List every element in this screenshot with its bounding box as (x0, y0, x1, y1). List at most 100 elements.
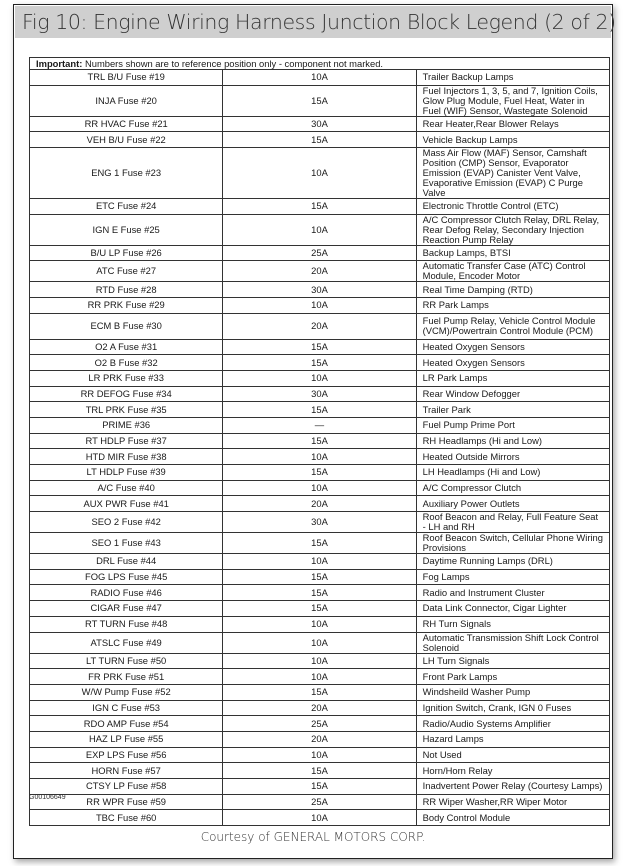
fuse-rating: 20A (222, 312, 417, 340)
fuse-name: EXP LPS Fuse #56 (28, 746, 224, 764)
table-row: ENG 1 Fuse #23 10A Mass Air Flow (MAF) Sen… (28, 147, 611, 200)
fuse-name: AUX PWR Fuse #41 (28, 495, 224, 513)
fuse-name: W/W Pump Fuse #52 (28, 683, 224, 701)
fuse-description: RH Turn Signals (415, 615, 611, 633)
fuse-name: RDO AMP Fuse #54 (28, 715, 224, 732)
fuse-name: ATSLC Fuse #49 (28, 631, 224, 654)
fuse-description: Automatic Transmission Shift Lock Contro… (415, 631, 611, 654)
figure-code: G00106649 (29, 794, 66, 801)
fuse-name: DRL Fuse #44 (28, 553, 224, 570)
fuse-rating: 25A (222, 793, 417, 811)
table-row: ATC Fuse #27 20A Automatic Transfer Case (… (28, 260, 611, 283)
fuse-rating: 25A (222, 244, 417, 262)
table-row: HAZ LP Fuse #55 20A Hazard Lamps (28, 730, 611, 748)
table-row: RR HVAC Fuse #21 30A Rear Heater,Rear Blow… (28, 115, 611, 133)
fuse-name: TRL PRK Fuse #35 (28, 401, 224, 418)
table-row: RADIO Fuse #46 15A Radio and Instrument Cl… (28, 584, 611, 602)
fuse-rating: 15A (222, 354, 417, 371)
table-row: RTD Fuse #28 30A Real Time Damping (RTD) (28, 281, 611, 299)
fuse-name: RADIO Fuse #46 (28, 584, 224, 602)
fuse-description: Heated Outside Mirrors (415, 448, 611, 465)
fuse-rating: 30A (222, 385, 417, 403)
fuse-description: Fuel Pump Prime Port (415, 416, 611, 434)
fuse-name: LR PRK Fuse #33 (28, 369, 224, 387)
fuse-rating: 30A (222, 511, 417, 534)
fuse-description: Inadvertent Power Relay (Courtesy Lamps) (415, 778, 611, 795)
fuse-description: Ignition Switch, Crank, IGN 0 Fuses (415, 699, 611, 717)
fuse-rating: 10A (222, 631, 417, 654)
table-row: INJA Fuse #20 15A Fuel Injectors 1, 3, 5, … (28, 84, 611, 117)
fuse-rating: 15A (222, 762, 417, 779)
fuse-rating: 20A (222, 495, 417, 513)
fuse-description: RR Park Lamps (415, 297, 611, 314)
table-row: VEH B/U Fuse #22 15A Vehicle Backup Lamps (28, 131, 611, 149)
fuse-rating: — (222, 416, 417, 434)
fuse-legend-table: Important: Numbers shown are to referenc… (28, 57, 611, 827)
fuse-rating: 10A (222, 746, 417, 764)
fuse-rating: 10A (222, 448, 417, 465)
fuse-name: CIGAR Fuse #47 (28, 600, 224, 617)
fuse-name: INJA Fuse #20 (28, 84, 224, 117)
fuse-description: Radio and Instrument Cluster (415, 584, 611, 602)
fuse-name: HAZ LP Fuse #55 (28, 730, 224, 748)
fuse-name: VEH B/U Fuse #22 (28, 131, 224, 149)
fuse-rating: 15A (222, 532, 417, 555)
fuse-rating: 10A (222, 147, 417, 200)
table-row: RR PRK Fuse #29 10A RR Park Lamps (28, 297, 611, 314)
table-row: O2 A Fuse #31 15A Heated Oxygen Sensors (28, 338, 611, 356)
table-row: TBC Fuse #60 10A Body Control Module (28, 809, 611, 827)
fuse-description: Body Control Module (415, 809, 611, 827)
fuse-name: PRIME #36 (28, 416, 224, 434)
fuse-name: HTD MIR Fuse #38 (28, 448, 224, 465)
fuse-name: RR DEFOG Fuse #34 (28, 385, 224, 403)
important-note: Important: Numbers shown are to referenc… (29, 57, 610, 70)
fuse-rating: 10A (222, 668, 417, 685)
fuse-description: Rear Window Defogger (415, 385, 611, 403)
fuse-description: A/C Compressor Clutch Relay, DRL Relay, … (415, 213, 611, 246)
fuse-rating: 15A (222, 568, 417, 586)
fuse-name: FOG LPS Fuse #45 (28, 568, 224, 586)
fuse-description: Data Link Connector, Cigar Lighter (415, 600, 611, 617)
fuse-rating: 15A (222, 198, 417, 215)
fuse-name: ATC Fuse #27 (28, 260, 224, 283)
fuse-rating: 15A (222, 432, 417, 450)
fuse-rating: 15A (222, 683, 417, 701)
table-row: HORN Fuse #57 15A Horn/Horn Relay (28, 762, 611, 779)
table-row: CIGAR Fuse #47 15A Data Link Connector, Ci… (28, 600, 611, 617)
fuse-description: Rear Heater,Rear Blower Relays (415, 115, 611, 133)
fuse-rating: 20A (222, 699, 417, 717)
fuse-description: RH Headlamps (Hi and Low) (415, 432, 611, 450)
important-text: Numbers shown are to reference position … (82, 57, 384, 69)
table-row: PRIME #36— Fuel Pump Prime Port (28, 416, 611, 434)
fuse-name: LT TURN Fuse #50 (28, 652, 224, 670)
fuse-rating: 10A (222, 69, 417, 86)
table-row: B/U LP Fuse #26 25A Backup Lamps, BTSI (28, 244, 611, 262)
table-row: TRL B/U Fuse #19 10A Trailer Backup Lamps (28, 69, 611, 86)
important-label: Important: (36, 57, 83, 69)
table-row: ECM B Fuse #30 20A Fuel Pump Relay, Vehicl… (28, 312, 611, 340)
fuse-name: B/U LP Fuse #26 (28, 244, 224, 262)
fuse-description: Electronic Throttle Control (ETC) (415, 198, 611, 215)
fuse-description: Trailer Park (415, 401, 611, 418)
table-row: IGN C Fuse #53 20A Ignition Switch, Crank,… (28, 699, 611, 717)
fuse-name: RR HVAC Fuse #21 (28, 115, 224, 133)
fuse-name: CTSY LP Fuse #58 (28, 778, 224, 795)
fuse-rating: 15A (222, 584, 417, 602)
courtesy-credit: Courtesy of GENERAL MOTORS CORP. (200, 830, 426, 844)
fuse-rating: 10A (222, 615, 417, 633)
fuse-description: Fuel Injectors 1, 3, 5, and 7, Ignition … (415, 84, 611, 117)
fuse-name: SEO 2 Fuse #42 (28, 511, 224, 534)
fuse-name: RR PRK Fuse #29 (28, 297, 224, 314)
fuse-name: LT HDLP Fuse #39 (28, 464, 224, 481)
table-row: SEO 1 Fuse #43 15A Roof Beacon Switch, Cel… (28, 532, 611, 555)
fuse-name: ENG 1 Fuse #23 (28, 147, 224, 200)
fuse-name: O2 A Fuse #31 (28, 338, 224, 356)
fuse-name: O2 B Fuse #32 (28, 354, 224, 371)
fuse-description: A/C Compressor Clutch (415, 479, 611, 497)
table-row: RT TURN Fuse #48 10A RH Turn Signals (28, 615, 611, 633)
fuse-name: ECM B Fuse #30 (28, 312, 224, 340)
fuse-name: IGN C Fuse #53 (28, 699, 224, 717)
fuse-description: Heated Oxygen Sensors (415, 354, 611, 371)
fuse-rating: 30A (222, 281, 417, 299)
fuse-name: HORN Fuse #57 (28, 762, 224, 779)
